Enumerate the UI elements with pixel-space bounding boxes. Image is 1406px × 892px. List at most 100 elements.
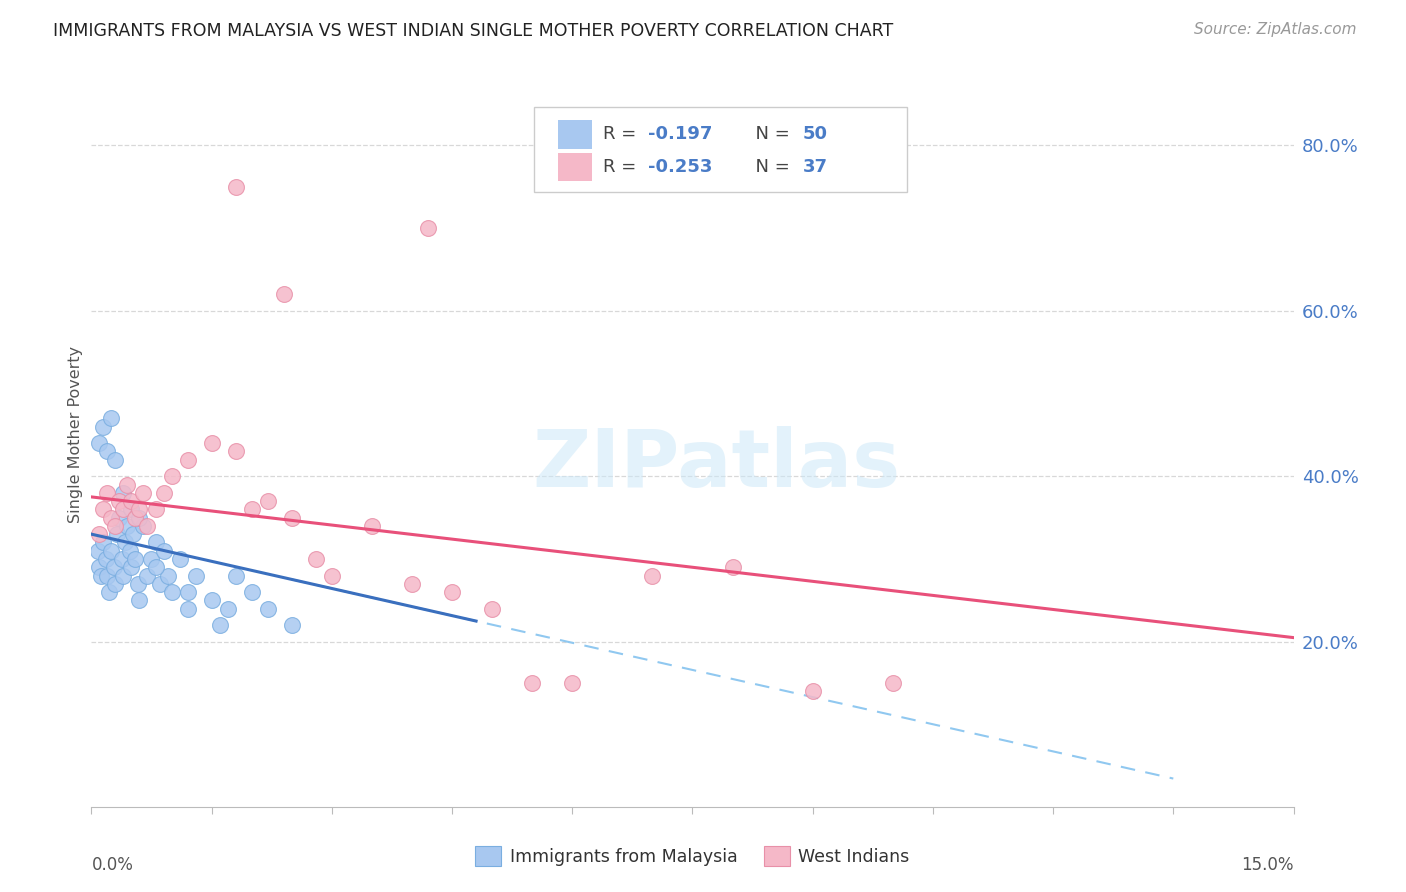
Point <box>124 552 146 566</box>
Point <box>416 221 439 235</box>
Point <box>801 684 824 698</box>
Point <box>520 676 543 690</box>
Point <box>93 535 115 549</box>
Text: 50: 50 <box>803 125 828 144</box>
Point <box>93 502 115 516</box>
Point <box>305 552 328 566</box>
Point <box>360 519 382 533</box>
Point <box>160 585 183 599</box>
Point <box>201 593 224 607</box>
Point <box>127 577 149 591</box>
Point <box>184 568 207 582</box>
Point <box>100 543 122 558</box>
Point <box>225 568 247 582</box>
Point <box>321 568 343 582</box>
Point <box>121 560 143 574</box>
Point <box>145 535 167 549</box>
Point <box>117 477 139 491</box>
Point <box>176 601 198 615</box>
Point <box>132 485 155 500</box>
Point <box>441 585 464 599</box>
Point <box>111 552 134 566</box>
Point <box>114 535 136 549</box>
Point <box>281 618 304 632</box>
Point <box>169 552 191 566</box>
Text: ZIPatlas: ZIPatlas <box>533 425 901 504</box>
Point <box>176 585 198 599</box>
Point <box>225 444 247 458</box>
Point <box>145 560 167 574</box>
Point <box>108 494 131 508</box>
Text: N =: N = <box>744 125 796 144</box>
Point <box>132 519 155 533</box>
Point <box>124 510 146 524</box>
Point <box>401 577 423 591</box>
Point <box>121 502 143 516</box>
Point <box>112 568 135 582</box>
Point <box>100 411 122 425</box>
Point <box>561 676 583 690</box>
Point <box>104 519 127 533</box>
Point <box>112 485 135 500</box>
Point <box>89 527 111 541</box>
Point <box>273 287 295 301</box>
Point <box>256 601 278 615</box>
Text: -0.197: -0.197 <box>648 125 713 144</box>
Point <box>225 179 247 194</box>
Text: -0.253: -0.253 <box>648 158 713 176</box>
Text: Source: ZipAtlas.com: Source: ZipAtlas.com <box>1194 22 1357 37</box>
Point <box>128 593 150 607</box>
Point <box>118 543 141 558</box>
Point <box>100 510 122 524</box>
Point <box>117 519 139 533</box>
Point <box>96 444 118 458</box>
Point <box>96 485 118 500</box>
Point <box>201 436 224 450</box>
Point <box>104 577 127 591</box>
Point <box>93 419 115 434</box>
Point <box>882 676 904 690</box>
Point <box>176 452 198 467</box>
Point <box>148 577 170 591</box>
Point <box>112 502 135 516</box>
Text: 0.0%: 0.0% <box>91 855 134 873</box>
Text: 37: 37 <box>803 158 828 176</box>
Point <box>96 568 118 582</box>
Point <box>90 568 112 582</box>
Point <box>281 510 304 524</box>
Point <box>152 485 174 500</box>
Point <box>128 502 150 516</box>
Point <box>481 601 503 615</box>
Text: N =: N = <box>744 158 796 176</box>
Point <box>256 494 278 508</box>
Point <box>217 601 239 615</box>
Point <box>240 585 263 599</box>
Point <box>156 568 179 582</box>
Point <box>128 510 150 524</box>
Point <box>103 560 125 574</box>
Point <box>104 452 127 467</box>
Point <box>145 502 167 516</box>
Point <box>152 543 174 558</box>
Point <box>208 618 231 632</box>
Point <box>721 560 744 574</box>
Text: R =: R = <box>603 125 643 144</box>
Legend: Immigrants from Malaysia, West Indians: Immigrants from Malaysia, West Indians <box>468 839 917 873</box>
Point <box>641 568 664 582</box>
Point <box>105 527 128 541</box>
Point <box>141 552 163 566</box>
Point <box>87 543 110 558</box>
Text: 15.0%: 15.0% <box>1241 855 1294 873</box>
Point <box>121 494 143 508</box>
Point <box>94 552 117 566</box>
Text: IMMIGRANTS FROM MALAYSIA VS WEST INDIAN SINGLE MOTHER POVERTY CORRELATION CHART: IMMIGRANTS FROM MALAYSIA VS WEST INDIAN … <box>53 22 894 40</box>
Point <box>89 436 111 450</box>
Point <box>136 568 159 582</box>
Point <box>136 519 159 533</box>
Point <box>98 585 121 599</box>
Point <box>240 502 263 516</box>
Point <box>160 469 183 483</box>
Y-axis label: Single Mother Poverty: Single Mother Poverty <box>67 346 83 524</box>
Point <box>89 560 111 574</box>
Text: R =: R = <box>603 158 643 176</box>
